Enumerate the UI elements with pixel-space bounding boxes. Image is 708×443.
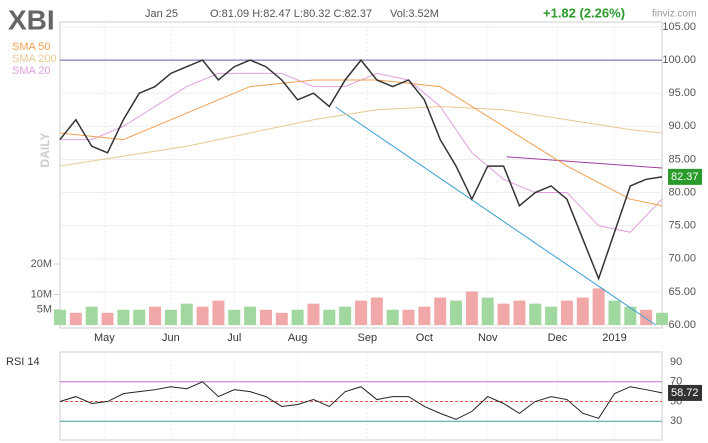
rsi-last-box bbox=[668, 384, 702, 401]
volume-bar bbox=[529, 303, 542, 325]
x-tick-label: Nov bbox=[478, 332, 498, 344]
volume-bar bbox=[54, 309, 66, 325]
volume-bar bbox=[560, 300, 573, 325]
x-tick-label: Jun bbox=[162, 332, 180, 344]
volume-text: Vol:3.52M bbox=[390, 8, 439, 20]
series-line bbox=[59, 105, 663, 167]
y-tick-label: 95.00 bbox=[668, 87, 696, 99]
volume-bar bbox=[212, 300, 225, 325]
rsi-tick-label: 70 bbox=[670, 376, 682, 388]
ohlc: O:81.09 H:82.47 L:80.32 C:82.37 bbox=[210, 8, 372, 20]
volume-bar bbox=[133, 309, 146, 325]
series-line bbox=[59, 58, 663, 281]
source: finviz.com bbox=[652, 9, 696, 20]
x-tick-label: Sep bbox=[358, 332, 378, 344]
legend-entry: SMA 200 bbox=[12, 53, 57, 65]
volume-bar bbox=[640, 309, 653, 325]
rsi-tick-label: 30 bbox=[670, 415, 682, 427]
x-tick-label: May bbox=[94, 332, 115, 344]
trendline bbox=[506, 156, 663, 169]
legend-entry: SMA 50 bbox=[12, 41, 51, 53]
volume-bar bbox=[497, 303, 510, 325]
y-tick-label: 65.00 bbox=[668, 286, 696, 298]
y-tick-label: 70.00 bbox=[668, 253, 696, 265]
volume-bar bbox=[624, 306, 637, 325]
rsi-tick-label: 90 bbox=[670, 356, 682, 368]
volume-bar bbox=[228, 309, 241, 325]
volume-bar bbox=[339, 306, 352, 325]
y-tick-label: 90.00 bbox=[668, 120, 696, 132]
period-label: DAILY bbox=[38, 133, 52, 168]
volume-bar bbox=[402, 309, 415, 325]
y-tick-label: 100.00 bbox=[662, 54, 696, 66]
volume-bar bbox=[69, 312, 82, 325]
y-tick-label: 80.00 bbox=[668, 186, 696, 198]
volume-bar bbox=[307, 303, 320, 325]
ticker: XBI bbox=[8, 4, 55, 35]
volume-bar bbox=[545, 306, 558, 325]
volume-bar bbox=[465, 291, 478, 325]
volume-bar bbox=[323, 309, 336, 325]
volume-bar bbox=[513, 300, 526, 325]
last-price-box bbox=[668, 168, 702, 185]
volume-bar bbox=[355, 300, 367, 325]
x-tick-label: Jul bbox=[227, 332, 241, 344]
date: Jan 25 bbox=[145, 8, 178, 20]
rsi-title: RSI 14 bbox=[6, 356, 40, 368]
volume-bar bbox=[85, 306, 98, 325]
volume-bar bbox=[259, 309, 272, 325]
series-line bbox=[60, 72, 663, 233]
x-tick-label: Oct bbox=[416, 332, 433, 344]
x-tick-label: 2019 bbox=[602, 332, 626, 344]
y-tick-label: 105.00 bbox=[662, 21, 696, 33]
x-tick-label: Dec bbox=[548, 332, 568, 344]
volume-bar bbox=[244, 306, 257, 325]
volume-bar bbox=[117, 309, 130, 325]
price-frame bbox=[59, 21, 663, 329]
volume-bar bbox=[101, 312, 114, 325]
volume-bar bbox=[386, 309, 399, 325]
volume-bar bbox=[180, 303, 193, 325]
volume-bar bbox=[196, 306, 209, 325]
volume-bar bbox=[481, 297, 494, 325]
series-line bbox=[59, 79, 663, 207]
volume-bar bbox=[149, 306, 162, 325]
y-tick-label: 60.00 bbox=[668, 319, 696, 331]
last-price-label: 82.37 bbox=[671, 171, 699, 183]
volume-bar bbox=[450, 300, 463, 325]
legend-entry: SMA 20 bbox=[12, 65, 51, 77]
y-tick-label: 75.00 bbox=[668, 220, 696, 232]
volume-bar bbox=[291, 309, 304, 325]
rsi-last-label: 58.72 bbox=[671, 387, 699, 399]
trendline bbox=[335, 106, 656, 326]
volume-tick-label: 5M bbox=[37, 304, 52, 316]
volume-bar bbox=[370, 297, 383, 325]
volume-bar bbox=[418, 306, 431, 325]
volume-bar bbox=[434, 297, 447, 325]
volume-bar bbox=[592, 288, 605, 325]
volume-bar bbox=[164, 309, 177, 325]
x-tick-label: Aug bbox=[288, 332, 308, 344]
volume-tick-label: 10M bbox=[31, 288, 52, 300]
change: +1.82 (2.26%) bbox=[543, 5, 625, 20]
volume-tick-label: 20M bbox=[31, 258, 52, 270]
y-tick-label: 85.00 bbox=[668, 153, 696, 165]
rsi-frame bbox=[59, 351, 663, 441]
volume-bar bbox=[576, 297, 589, 325]
rsi-line bbox=[59, 381, 663, 420]
volume-bar bbox=[275, 312, 288, 325]
volume-bar bbox=[656, 312, 668, 325]
volume-bar bbox=[608, 300, 621, 325]
